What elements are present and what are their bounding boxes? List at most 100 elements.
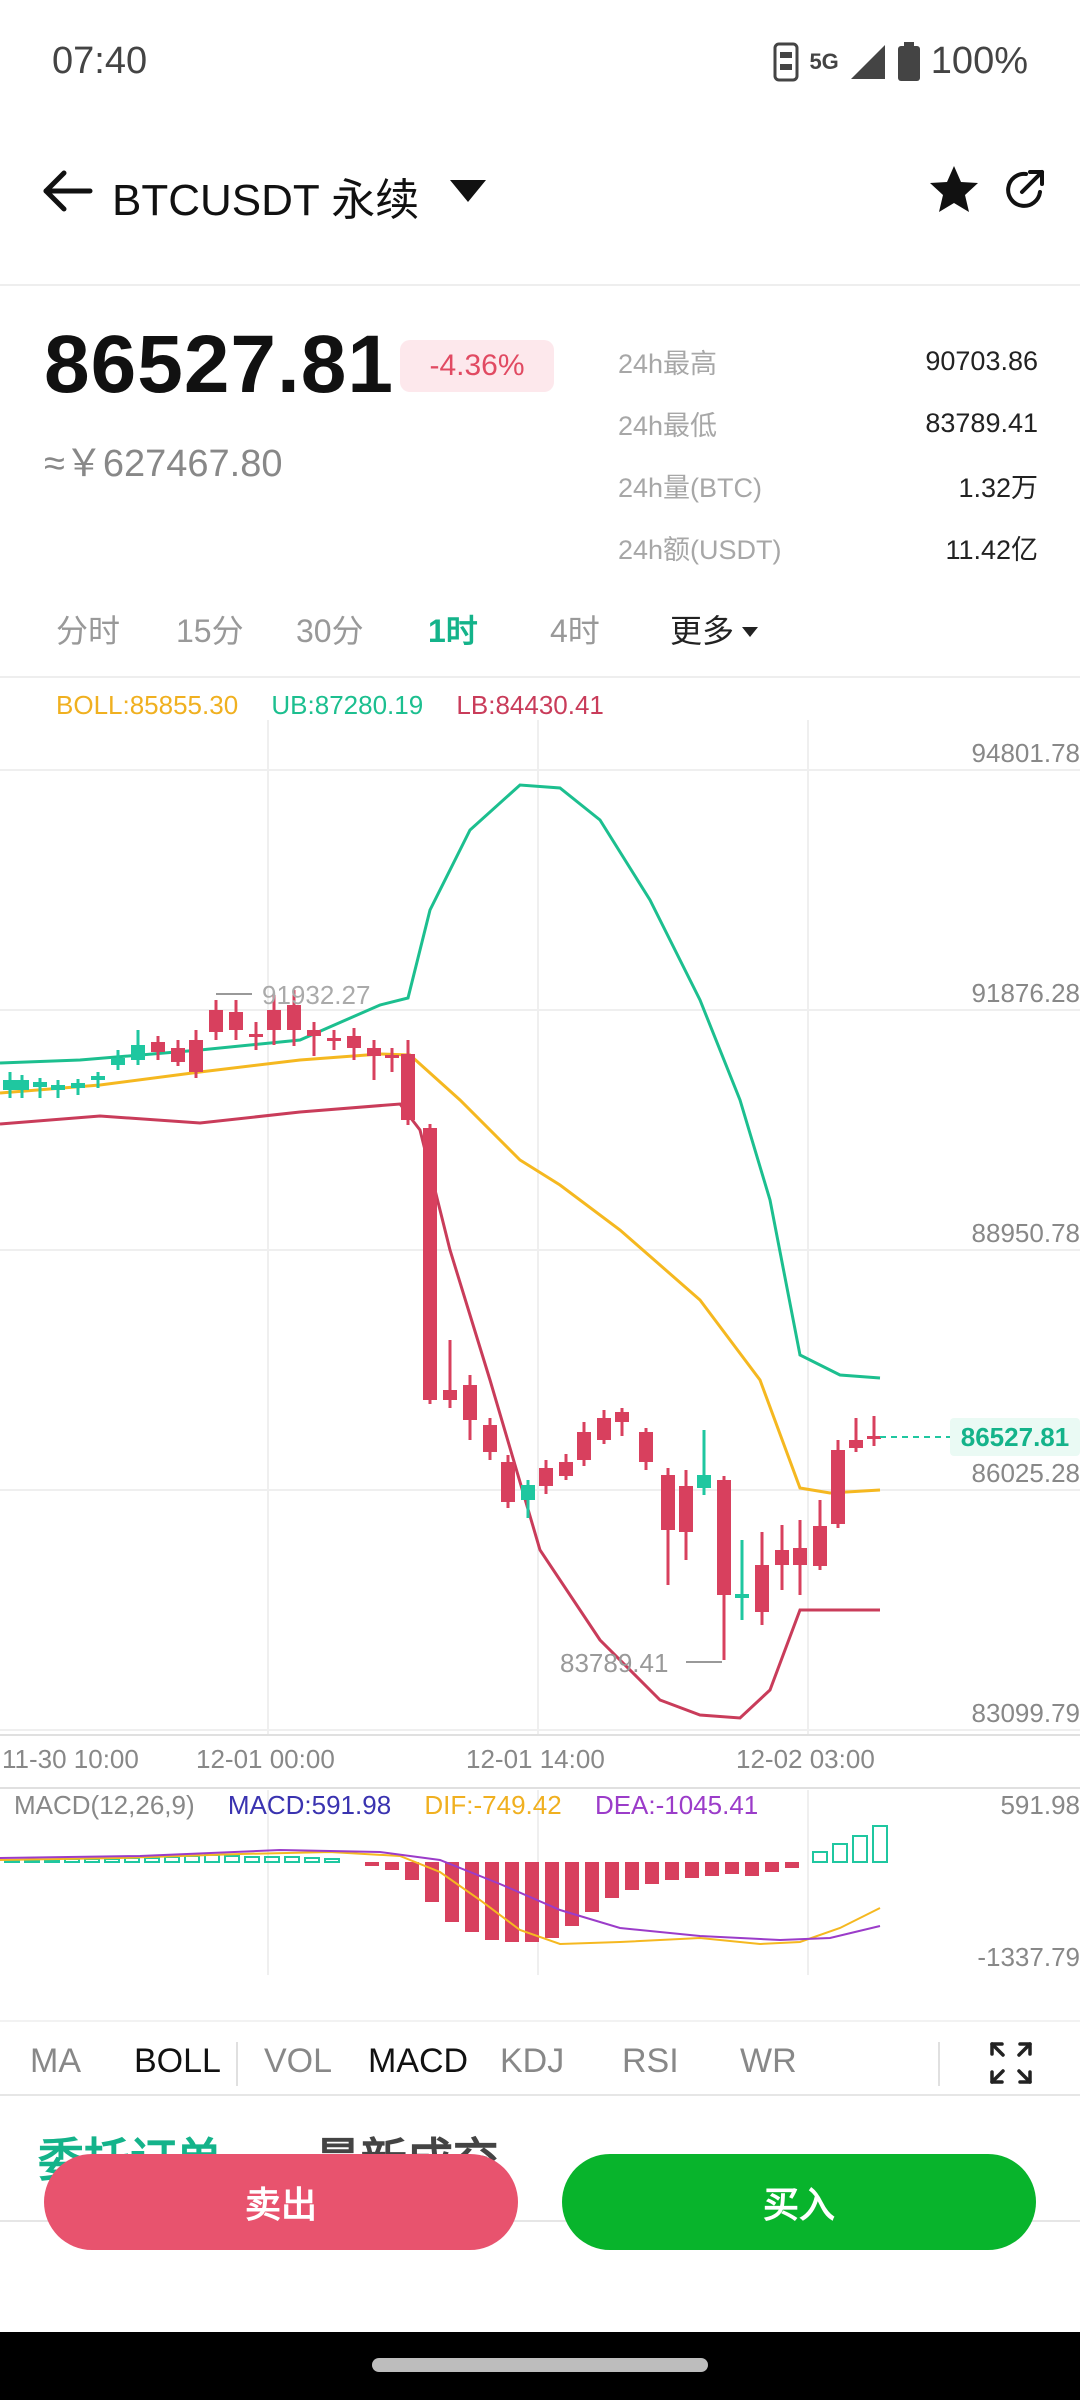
signal-icon [850,44,885,79]
tab-indicator-macd[interactable]: MACD [368,2042,469,2080]
price-axis-label: 91876.28 [971,978,1080,1008]
status-icons: 5G 100% [773,40,1028,83]
macd-histogram-bar [144,1857,160,1863]
sim-icon [773,42,799,81]
macd-histogram-bar [605,1862,619,1898]
stat-row: 24h最低 83789.41 [618,392,1038,454]
tab-indicator-wr[interactable]: WR [740,2042,797,2080]
up-candle [111,1058,125,1065]
share-icon[interactable] [1000,166,1048,214]
status-bar: 07:40 5G 100% [0,0,1080,126]
dif-value: DIF:-749.42 [424,1790,562,1820]
time-axis-label: 12-01 00:00 [196,1744,335,1774]
macd-histogram-bar [244,1856,260,1863]
down-candle [483,1425,497,1452]
down-candle [367,1048,381,1056]
down-candle [189,1040,203,1072]
macd-histogram-bar [852,1835,868,1863]
macd-histogram-bar [164,1856,180,1863]
low-marker-label: 83789.41 [560,1648,669,1678]
down-candle [831,1450,845,1524]
up-candle [697,1475,711,1488]
tab-interval-4h[interactable]: 4时 [550,613,600,649]
macd-histogram-bar [425,1862,439,1902]
macd-legend: MACD(12,26,9) MACD:591.98 DIF:-749.42 DE… [14,1790,784,1821]
macd-histogram-bar [872,1825,888,1863]
tab-interval-timeline[interactable]: 分时 [56,613,121,649]
macd-histogram-bar [385,1862,399,1870]
down-candle [559,1462,573,1476]
macd-histogram-bar [465,1862,479,1932]
home-gesture-pill[interactable] [372,2358,708,2372]
last-price: 86527.81 [44,319,395,410]
tab-interval-30m[interactable]: 30分 [296,613,364,649]
down-candle [539,1468,553,1486]
time-axis-label: 12-02 03:00 [736,1744,875,1774]
down-candle [287,1005,301,1030]
macd-histogram-bar [832,1843,848,1863]
stat-row: 24h量(BTC) 1.32万 [618,454,1038,516]
boll-lower-line [0,1102,880,1720]
tab-interval-more[interactable]: 更多 [670,606,759,652]
dea-value: DEA:-1045.41 [594,1790,759,1820]
interval-divider [0,676,1080,678]
down-candle [401,1054,415,1120]
up-candle [91,1076,105,1080]
tab-indicator-ma[interactable]: MA [30,2042,81,2080]
down-candle [849,1440,863,1448]
change-badge: -4.36% [400,340,554,392]
tab-indicator-boll[interactable]: BOLL [134,2042,221,2080]
kline-chart[interactable] [0,720,1080,1980]
boll-ub-value: UB:87280.19 [271,690,424,720]
interval-tabs: 分时 15分 30分 1时 4时 更多 [0,598,1080,658]
sell-button[interactable]: 卖出 [44,2154,518,2250]
tab-indicator-rsi[interactable]: RSI [622,2042,679,2080]
stat-label: 24h最低 [618,410,718,441]
macd-histogram-bar [365,1862,379,1866]
macd-histogram-bar [725,1862,739,1874]
macd-histogram-bar [765,1862,779,1872]
macd-histogram-bar [445,1862,459,1922]
down-candle [229,1012,243,1030]
fullscreen-icon[interactable] [990,2042,1032,2084]
macd-histogram-bar [104,1858,120,1863]
macd-histogram-bar [324,1858,340,1863]
back-arrow-icon[interactable] [40,166,96,216]
header-divider [0,284,1080,286]
macd-histogram-bar [525,1862,539,1942]
down-candle [463,1385,477,1420]
time-axis-label: 11-30 10:00 [2,1744,139,1774]
boll-legend: BOLL:85855.30 UB:87280.19 LB:84430.41 [56,690,630,721]
macd-histogram-bar [785,1862,799,1868]
down-candle [755,1565,769,1612]
down-candle [307,1030,321,1036]
tab-indicator-kdj[interactable]: KDJ [500,2042,565,2080]
stat-value: 11.42亿 [945,534,1038,565]
tab-indicator-vol[interactable]: VOL [264,2042,333,2080]
tab-interval-1h[interactable]: 1时 [428,613,478,649]
buy-button[interactable]: 买入 [562,2154,1036,2250]
up-candle [521,1485,535,1500]
tab-interval-15m[interactable]: 15分 [176,613,244,649]
down-candle [793,1548,807,1565]
macd-histogram-bar [685,1862,699,1878]
macd-histogram-bar [545,1862,559,1938]
star-icon[interactable] [926,162,982,218]
down-candle [679,1486,693,1532]
macd-histogram-bar [284,1856,300,1863]
down-candle [597,1418,611,1440]
macd-histogram-bar [264,1856,280,1863]
pair-title[interactable]: BTCUSDT 永续 [112,176,420,225]
macd-params: MACD(12,26,9) [14,1790,195,1820]
dropdown-caret-icon[interactable] [448,174,488,208]
status-time: 07:40 [52,40,148,82]
macd-histogram-bar [565,1862,579,1926]
down-candle [577,1432,591,1460]
price-axis-label: 88950.78 [971,1218,1080,1248]
macd-histogram-bar [304,1857,320,1863]
macd-histogram-bar [745,1862,759,1876]
tab-separator [938,2042,940,2086]
macd-histogram-bar [645,1862,659,1884]
stat-value: 83789.41 [925,407,1038,438]
stat-value: 90703.86 [925,345,1038,376]
